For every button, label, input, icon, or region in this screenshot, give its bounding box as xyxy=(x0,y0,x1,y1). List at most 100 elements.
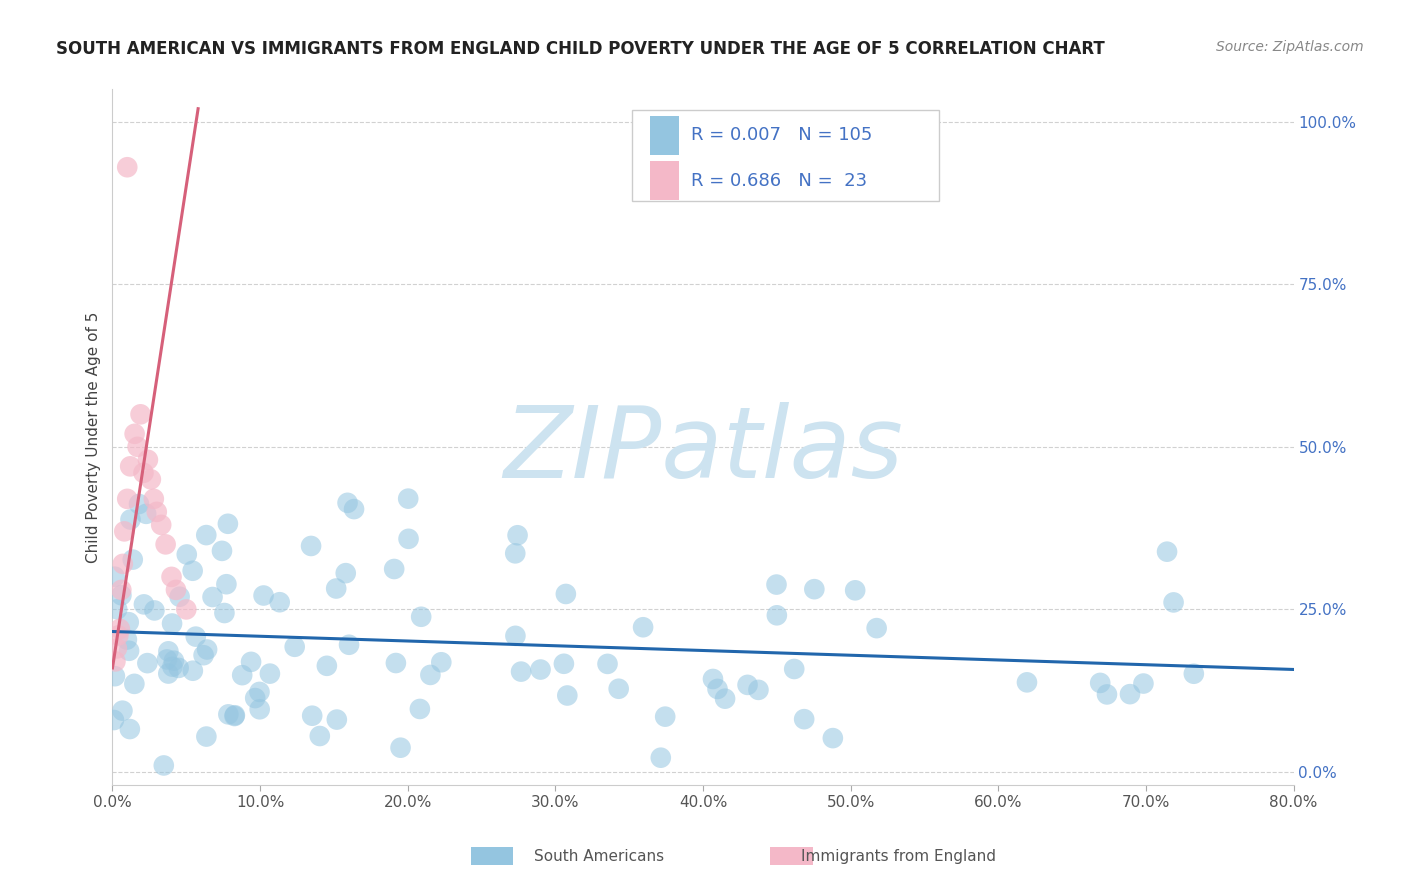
Point xyxy=(117,491,138,506)
Point xyxy=(224,709,246,723)
Text: SOUTH AMERICAN VS IMMIGRANTS FROM ENGLAND CHILD POVERTY UNDER THE AGE OF 5 CORRE: SOUTH AMERICAN VS IMMIGRANTS FROM ENGLAN… xyxy=(56,40,1105,58)
FancyBboxPatch shape xyxy=(650,116,679,154)
Point xyxy=(118,615,141,630)
Point xyxy=(631,620,654,634)
Point xyxy=(793,712,815,726)
Text: ZIPatlas: ZIPatlas xyxy=(503,402,903,500)
Point xyxy=(702,672,724,686)
Point xyxy=(240,655,263,669)
Point xyxy=(120,459,142,474)
Point xyxy=(136,656,159,670)
Point xyxy=(783,662,806,676)
Point xyxy=(157,644,180,658)
Point xyxy=(112,524,135,539)
Point xyxy=(118,722,141,736)
Point xyxy=(252,589,274,603)
Point xyxy=(1156,544,1178,558)
Point xyxy=(308,729,330,743)
Point xyxy=(104,669,127,683)
Point xyxy=(169,590,191,604)
Point xyxy=(132,598,155,612)
Point xyxy=(382,562,405,576)
Point xyxy=(103,713,125,727)
Point xyxy=(385,656,408,670)
Point xyxy=(737,678,759,692)
Text: R = 0.686   N =  23: R = 0.686 N = 23 xyxy=(692,171,868,190)
Point xyxy=(193,648,215,663)
Point xyxy=(747,682,769,697)
Point xyxy=(211,544,233,558)
Point xyxy=(128,497,150,511)
Point xyxy=(156,652,179,666)
Point xyxy=(1163,595,1185,609)
Point xyxy=(1090,676,1112,690)
Point xyxy=(163,654,186,668)
Point xyxy=(343,502,366,516)
Point xyxy=(104,654,127,668)
Point xyxy=(111,704,134,718)
Point xyxy=(143,603,166,617)
Point xyxy=(1132,676,1154,690)
Point xyxy=(201,590,224,604)
Point xyxy=(1095,687,1118,701)
Point xyxy=(174,602,197,616)
Point xyxy=(335,566,357,581)
Point xyxy=(505,629,527,643)
Point xyxy=(118,644,141,658)
Point xyxy=(155,537,177,551)
Point xyxy=(110,582,132,597)
Point xyxy=(325,582,347,596)
Point xyxy=(105,602,128,616)
Point xyxy=(1015,675,1038,690)
Point xyxy=(127,440,149,454)
Point xyxy=(135,507,157,521)
Point xyxy=(821,731,844,745)
Point xyxy=(706,681,728,696)
Point xyxy=(120,512,142,526)
Point xyxy=(107,628,129,642)
Point xyxy=(152,758,174,772)
Point xyxy=(146,505,169,519)
Point xyxy=(105,641,128,656)
Point xyxy=(215,577,238,591)
Point xyxy=(110,588,132,602)
Point xyxy=(398,532,420,546)
Text: South Americans: South Americans xyxy=(534,849,665,863)
Point xyxy=(803,582,825,596)
Point xyxy=(108,622,131,636)
Point xyxy=(396,491,419,506)
Point xyxy=(167,661,190,675)
Point xyxy=(217,516,239,531)
Point xyxy=(231,668,253,682)
Point xyxy=(554,587,576,601)
Point xyxy=(269,595,291,609)
Point xyxy=(176,548,198,562)
Point xyxy=(184,630,207,644)
Point xyxy=(336,496,359,510)
Point xyxy=(142,491,165,506)
Point xyxy=(245,691,267,706)
Point xyxy=(139,472,162,486)
Point xyxy=(430,655,453,669)
Point xyxy=(1119,687,1142,701)
Point xyxy=(259,666,281,681)
Point xyxy=(654,709,676,723)
Point xyxy=(596,657,619,671)
Point xyxy=(301,708,323,723)
Point xyxy=(129,407,152,421)
Point xyxy=(195,528,218,542)
Point xyxy=(160,616,183,631)
Point xyxy=(337,638,360,652)
Point xyxy=(124,426,146,441)
Point xyxy=(115,632,138,647)
Point xyxy=(503,546,526,560)
Point xyxy=(165,582,187,597)
Point xyxy=(132,466,155,480)
Point xyxy=(124,677,146,691)
Point xyxy=(529,663,551,677)
Point xyxy=(555,689,578,703)
Point xyxy=(117,160,138,174)
Point xyxy=(714,691,737,706)
Point xyxy=(299,539,322,553)
Point xyxy=(136,453,159,467)
